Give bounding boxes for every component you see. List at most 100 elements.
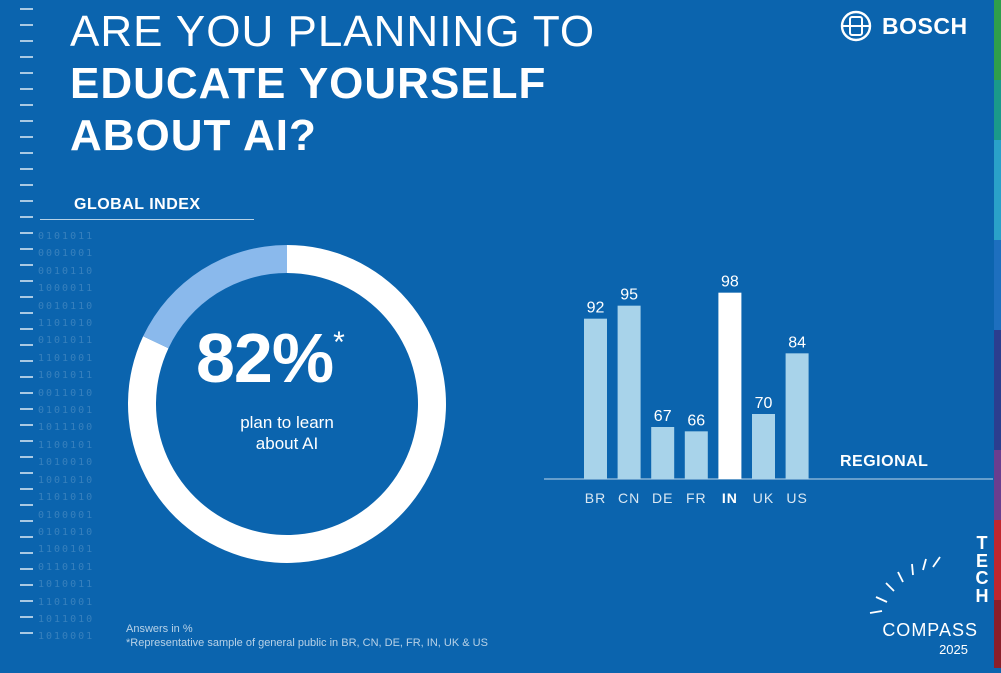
global-percentage-value: 82% xyxy=(196,319,334,397)
decorative-dash xyxy=(20,56,33,58)
bar-value-label: 95 xyxy=(620,287,638,304)
binary-row: 0001001 xyxy=(38,248,95,260)
binary-row: 1000011 xyxy=(38,283,95,295)
bar-value-label: 98 xyxy=(721,274,739,291)
decorative-dash xyxy=(20,568,33,570)
compass-rays-icon xyxy=(869,556,941,614)
global-index-donut xyxy=(128,245,446,563)
bar-category-label: CN xyxy=(618,490,640,506)
decorative-dash xyxy=(20,280,33,282)
bar-category-label: DE xyxy=(652,490,673,506)
bar-de xyxy=(651,427,675,479)
donut-slice-remainder xyxy=(143,245,287,349)
decorative-dash xyxy=(20,424,33,426)
decorative-dash xyxy=(20,328,33,330)
title-line-1: ARE YOU PLANNING TO xyxy=(70,7,596,56)
decorative-dash xyxy=(20,344,33,346)
brand-name: BOSCH xyxy=(882,12,968,39)
bosch-logo: BOSCH xyxy=(840,10,968,42)
binary-pattern: 0101011 0001001 0010110 1000011 0010110 11010… xyxy=(38,228,94,646)
bar-category-label: IN xyxy=(722,490,738,506)
binary-row: 1011100 xyxy=(38,422,95,434)
tech-letter: T xyxy=(976,533,988,553)
decorative-dash xyxy=(20,312,33,314)
bar-category-label: FR xyxy=(686,490,707,506)
binary-row: 0011010 xyxy=(38,387,95,399)
global-index-rule xyxy=(40,219,254,220)
bar-category-label: BR xyxy=(585,490,606,506)
decorative-dash xyxy=(20,8,33,10)
binary-row: 1010011 xyxy=(38,579,95,591)
binary-row: 1001010 xyxy=(38,474,95,486)
page-title: ARE YOU PLANNING TO EDUCATE YOURSELF ABO… xyxy=(70,6,595,162)
compass-word: COMPASS xyxy=(882,620,978,640)
decorative-dash xyxy=(20,104,33,106)
global-index-label: GLOBAL INDEX xyxy=(74,196,201,213)
decorative-dash xyxy=(20,392,33,394)
tech-letter: H xyxy=(975,585,989,606)
binary-row: 1100101 xyxy=(38,544,95,556)
decorative-dash xyxy=(20,472,33,474)
decorative-dash xyxy=(20,584,33,586)
footnote: Answers in % *Representative sample of g… xyxy=(126,622,488,650)
bar-value-label: 70 xyxy=(755,395,773,412)
binary-row: 1010001 xyxy=(38,631,95,643)
global-percentage: 82%* xyxy=(196,318,345,398)
bosch-armature-icon xyxy=(840,10,872,42)
tech-letter: C xyxy=(975,568,989,588)
bar-category-label: UK xyxy=(753,490,774,506)
title-line-3: ABOUT AI? xyxy=(70,111,317,160)
global-caption-line-2: about AI xyxy=(255,434,319,453)
binary-row: 0100001 xyxy=(38,509,95,521)
bar-uk xyxy=(752,414,775,479)
decorative-dash xyxy=(20,88,33,90)
decorative-dash xyxy=(20,456,33,458)
footnote-line-1: Answers in % xyxy=(126,623,193,635)
binary-row: 1001011 xyxy=(38,370,95,382)
bar-value-label: 67 xyxy=(654,408,672,425)
binary-row: 0101011 xyxy=(38,335,95,347)
brand-color-stripe-graphic xyxy=(994,0,1001,668)
tech-compass-logo: T E C H COMPASS 2025 xyxy=(860,533,990,660)
decorative-dash xyxy=(20,520,33,522)
decorative-dash xyxy=(20,296,33,298)
decorative-dash xyxy=(20,264,33,266)
bar-value-label: 66 xyxy=(687,412,705,429)
binary-row: 1101001 xyxy=(38,352,95,364)
binary-row: 1100101 xyxy=(38,439,95,451)
binary-row: 1101010 xyxy=(38,318,95,330)
decorative-dash xyxy=(20,632,33,634)
decorative-dash xyxy=(20,216,33,218)
decorative-dash xyxy=(20,152,33,154)
decorative-dash xyxy=(20,24,33,26)
decorative-dash xyxy=(20,168,33,170)
global-caption-line-1: plan to learn xyxy=(240,413,334,432)
binary-row: 1010010 xyxy=(38,457,95,469)
decorative-dash xyxy=(20,120,33,122)
binary-row: 0010110 xyxy=(38,300,95,312)
tech-letter: E xyxy=(975,550,988,571)
decorative-dash xyxy=(20,536,33,538)
decorative-dash xyxy=(20,376,33,378)
bar-br xyxy=(584,318,607,479)
decorative-dash xyxy=(20,600,33,602)
decorative-dash xyxy=(20,616,33,618)
decorative-dash xyxy=(20,40,33,42)
binary-row: 0101001 xyxy=(38,405,95,417)
bar-fr xyxy=(684,431,708,479)
decorative-dash xyxy=(20,200,33,202)
decorative-dash xyxy=(20,248,33,250)
footnote-line-2: *Representative sample of general public… xyxy=(126,637,488,649)
decorative-dash xyxy=(20,360,33,362)
bar-in xyxy=(718,292,742,479)
bar-value-label: 84 xyxy=(788,334,806,351)
decorative-dash xyxy=(20,72,33,74)
global-percentage-asterisk: * xyxy=(333,326,345,359)
bar-value-label: 92 xyxy=(587,300,605,317)
decorative-dash xyxy=(20,504,33,506)
brand-color-stripe xyxy=(994,0,1001,668)
bar-category-label: US xyxy=(786,490,807,506)
decorative-dash xyxy=(20,488,33,490)
regional-label: REGIONAL xyxy=(840,453,929,470)
